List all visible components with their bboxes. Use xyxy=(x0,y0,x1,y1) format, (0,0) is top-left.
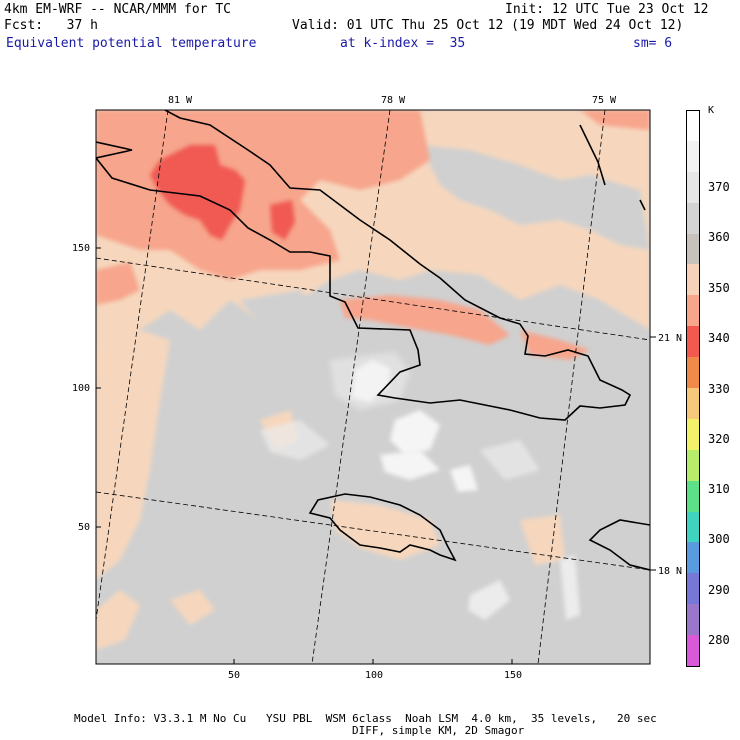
colorbar-swatch xyxy=(686,480,700,512)
x-tick-50: 50 xyxy=(228,670,241,681)
colorbar-label: 370 xyxy=(708,180,730,194)
y-tick-150: 150 xyxy=(72,243,91,254)
model-info-2: DIFF, simple KM, 2D Smagor xyxy=(352,724,525,737)
level-info: at k-index = 35 xyxy=(340,36,466,51)
colorbar-swatch xyxy=(686,418,700,450)
x-tick-100: 100 xyxy=(365,670,384,681)
colorbar-unit: K xyxy=(708,105,715,116)
colorbar-swatch xyxy=(686,635,700,667)
lon-label-78w: 78 W xyxy=(381,95,406,106)
graticule xyxy=(96,110,650,664)
lon-label-75w: 75 W xyxy=(592,95,617,106)
field-red-core xyxy=(150,145,245,240)
colorbar-swatch xyxy=(686,233,700,265)
colorbar-label: 320 xyxy=(708,432,730,446)
colorbar-label: 350 xyxy=(708,281,730,295)
coastline-jamaica xyxy=(308,493,457,562)
lat-label-18n: 18 N xyxy=(658,566,683,577)
colorbar-label: 300 xyxy=(708,532,730,546)
colorbar-swatch xyxy=(686,604,700,636)
smoothing-info: sm= 6 xyxy=(633,36,673,51)
colorbar-swatch xyxy=(686,573,700,605)
colorbar-label: 280 xyxy=(708,633,730,647)
field-salmon-coast xyxy=(340,295,510,345)
x-tick-150: 150 xyxy=(504,670,523,681)
colorbar-swatch xyxy=(686,511,700,543)
forecast-hour: Fcst: 37 h xyxy=(4,18,98,33)
model-title: 4km EM-WRF -- NCAR/MMM for TC xyxy=(4,2,231,17)
colorbar-label: 340 xyxy=(708,331,730,345)
colorbar-swatch xyxy=(686,326,700,358)
colorbar-swatch xyxy=(686,140,700,172)
field-tan-west xyxy=(96,330,170,580)
colorbar-swatch xyxy=(686,264,700,296)
colorbar-label: 330 xyxy=(708,382,730,396)
lat-label-21n: 21 N xyxy=(658,333,683,344)
colorbar-swatch xyxy=(686,388,700,419)
colorbar-swatch xyxy=(686,110,700,142)
field-name: Equivalent potential temperature xyxy=(6,36,257,51)
colorbar-label: 310 xyxy=(708,482,730,496)
coastline-cuba xyxy=(96,110,632,421)
y-tick-100: 100 xyxy=(72,383,91,394)
valid-time: Valid: 01 UTC Thu 25 Oct 12 (19 MDT Wed … xyxy=(292,18,684,33)
colorbar-swatch xyxy=(686,357,700,388)
y-tick-50: 50 xyxy=(78,522,91,533)
lon-label-81w: 81 W xyxy=(168,95,193,106)
colorbar-swatch xyxy=(686,202,700,234)
colorbar-swatch xyxy=(686,295,700,327)
coastline-hispaniola xyxy=(588,519,650,571)
model-info: Model Info: V3.3.1 M No Cu YSU PBL WSM 6… xyxy=(74,712,657,725)
colorbar-label: 360 xyxy=(708,230,730,244)
colorbar-swatch xyxy=(686,171,700,203)
coastlines xyxy=(96,110,650,571)
colorbar-swatch xyxy=(686,542,700,574)
init-time: Init: 12 UTC Tue 23 Oct 12 xyxy=(505,2,709,17)
theta-e-field xyxy=(96,110,650,664)
colorbar-label: 290 xyxy=(708,583,730,597)
colorbar-swatch xyxy=(686,449,700,481)
